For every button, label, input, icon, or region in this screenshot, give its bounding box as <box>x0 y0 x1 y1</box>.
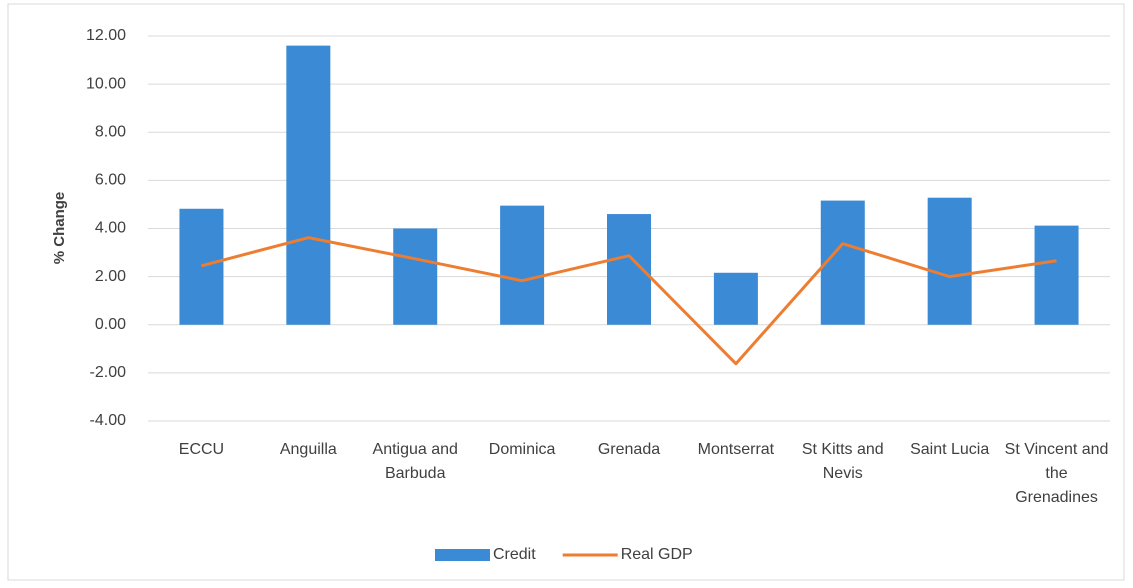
legend-swatch <box>435 549 490 561</box>
x-tick-label: Montserrat <box>697 441 775 458</box>
y-tick-label: 4.00 <box>95 220 126 237</box>
bar <box>179 208 224 325</box>
y-tick-label: 12.00 <box>86 27 126 44</box>
y-tick-label: -4.00 <box>90 412 127 429</box>
x-tick-label: St Vincent and the Grenadines <box>1004 441 1109 506</box>
x-tick-label: Dominica <box>488 441 556 458</box>
y-tick-label: 2.00 <box>95 268 126 285</box>
y-tick-label: 6.00 <box>95 172 126 189</box>
bar <box>286 45 331 325</box>
x-tick-label: Saint Lucia <box>910 441 990 458</box>
x-tick-label: Anguilla <box>279 441 337 458</box>
legend-label: Real GDP <box>621 546 693 563</box>
x-tick-label: ECCU <box>178 441 225 458</box>
bar <box>500 205 545 325</box>
line <box>201 236 1057 366</box>
y-axis-label: % Change <box>51 192 68 265</box>
y-tick-label: 10.00 <box>86 75 126 92</box>
bar <box>927 197 972 325</box>
x-tick-label: St Kitts and Nevis <box>801 441 884 482</box>
bar <box>713 272 758 325</box>
x-tick-label: Antigua and Barbuda <box>372 441 458 482</box>
y-tick-label: -2.00 <box>90 364 127 381</box>
bar <box>820 200 865 325</box>
legend-label: Credit <box>493 546 536 563</box>
y-tick-label: 0.00 <box>95 316 126 333</box>
bar <box>393 228 438 325</box>
x-tick-label: Grenada <box>597 441 661 458</box>
y-tick-label: 8.00 <box>95 123 126 140</box>
bar <box>1034 225 1079 325</box>
